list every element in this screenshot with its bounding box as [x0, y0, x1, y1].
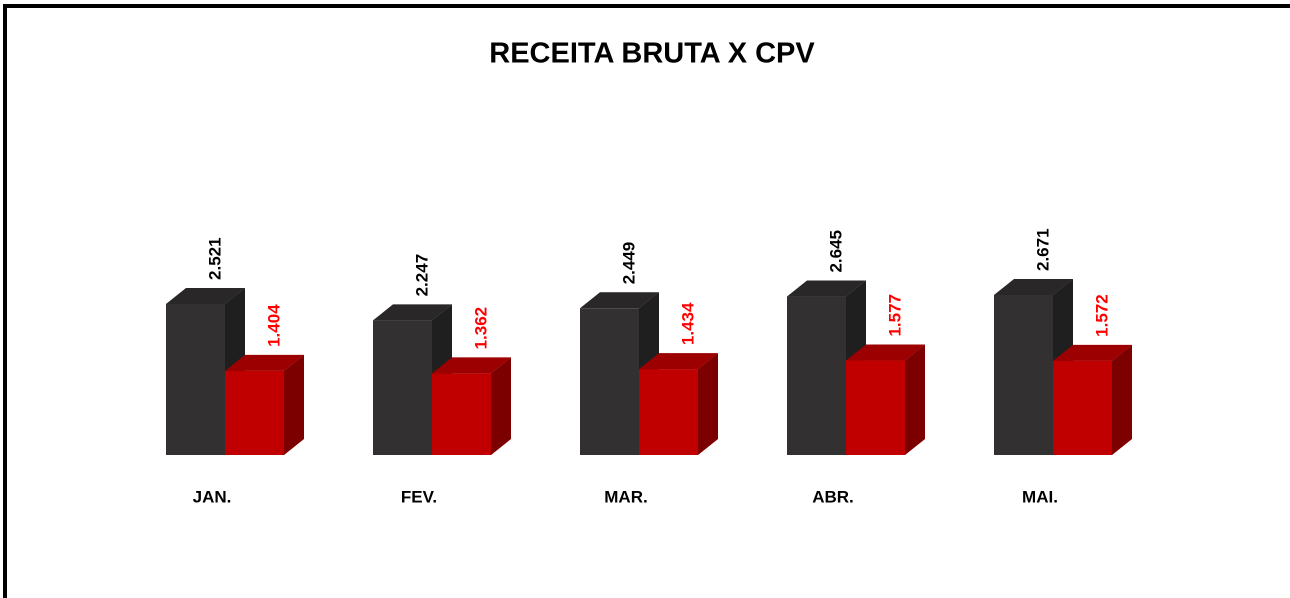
bar-top [846, 344, 925, 361]
bar [225, 370, 284, 455]
x-tick-label: FEV. [401, 487, 437, 506]
bar-side [491, 357, 511, 455]
bar-top [994, 279, 1073, 295]
data-label: 1.572 [1092, 294, 1111, 337]
bar [787, 296, 846, 455]
bar [373, 320, 432, 455]
bar-top-shade [225, 354, 304, 371]
bar-top [787, 280, 866, 297]
bar-top [1053, 344, 1132, 361]
x-tick-label: JAN. [193, 487, 232, 506]
bar-top-shade [787, 280, 866, 297]
bar-top-shade [639, 353, 718, 370]
bar-top [432, 357, 511, 374]
bar-side-shade [1112, 344, 1132, 455]
bar [166, 303, 225, 455]
bar-side-shade [698, 353, 718, 455]
bar-side [284, 354, 304, 455]
bar-top [639, 353, 718, 370]
bar-side [905, 344, 925, 455]
data-label: 2.247 [412, 254, 431, 297]
bar [639, 369, 698, 455]
data-label: 1.404 [264, 304, 283, 347]
x-tick-label: MAR. [604, 487, 647, 506]
data-label: 2.449 [619, 242, 638, 285]
data-label: 1.577 [885, 294, 904, 337]
chart-frame [3, 4, 1290, 598]
bar [1053, 360, 1112, 455]
bar [432, 373, 491, 455]
bar-top [373, 304, 452, 321]
x-tick-label: ABR. [812, 487, 854, 506]
data-label: 2.521 [205, 237, 224, 280]
bar-side-shade [905, 344, 925, 455]
bar-top-shade [166, 287, 245, 304]
data-label: 1.362 [471, 307, 490, 350]
bar-top [580, 292, 659, 309]
data-label: 1.434 [678, 302, 697, 345]
data-label: 2.645 [826, 230, 845, 273]
bar-top-shade [580, 292, 659, 309]
bar-side [698, 353, 718, 455]
bar-top-shade [846, 344, 925, 361]
bar-side-shade [491, 357, 511, 455]
bar-top-shade [373, 304, 452, 321]
x-tick-label: MAI. [1022, 487, 1058, 506]
bar-side-shade [284, 354, 304, 455]
bar-top [225, 354, 304, 371]
bar [994, 295, 1053, 455]
bar-top-shade [432, 357, 511, 374]
bar-top-shade [994, 279, 1073, 295]
bar [580, 308, 639, 455]
chart-title: RECEITA BRUTA X CPV [489, 38, 815, 70]
bar [846, 360, 905, 455]
bar-side [1112, 344, 1132, 455]
bar-top [166, 287, 245, 304]
data-label: 2.671 [1033, 228, 1052, 271]
bar-top-shade [1053, 344, 1132, 361]
